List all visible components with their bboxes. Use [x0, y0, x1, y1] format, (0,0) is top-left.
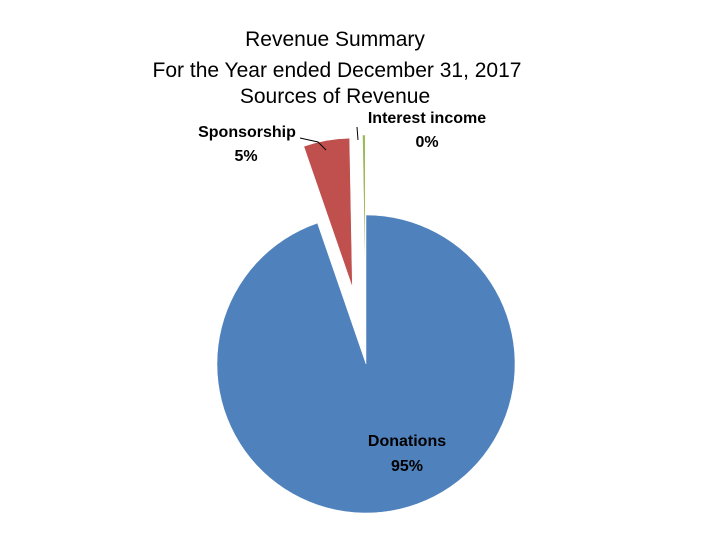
slice-label-donations-percent: 95% [391, 458, 423, 475]
slice-label-interest-income-name: Interest income [368, 110, 486, 127]
pie-slices [216, 134, 516, 514]
chart-title-line-2: For the Year ended December 31, 2017 [153, 59, 522, 82]
slice-label-donations-name: Donations [368, 433, 446, 450]
chart-title-line-3: Sources of Revenue [240, 85, 430, 108]
chart-title-line-1: Revenue Summary [245, 28, 425, 51]
pie-slice-donations [216, 214, 516, 514]
slice-label-interest-income-percent: 0% [415, 134, 438, 151]
leader-line-interest-income [356, 126, 359, 141]
leader-lines [299, 126, 359, 151]
leader-line-sponsorship [299, 137, 327, 151]
pie-slice-interest-income [362, 134, 366, 285]
pie-slice-sponsorship [303, 137, 353, 288]
slice-label-sponsorship-name: Sponsorship [198, 124, 296, 141]
slice-label-sponsorship-percent: 5% [234, 148, 257, 165]
